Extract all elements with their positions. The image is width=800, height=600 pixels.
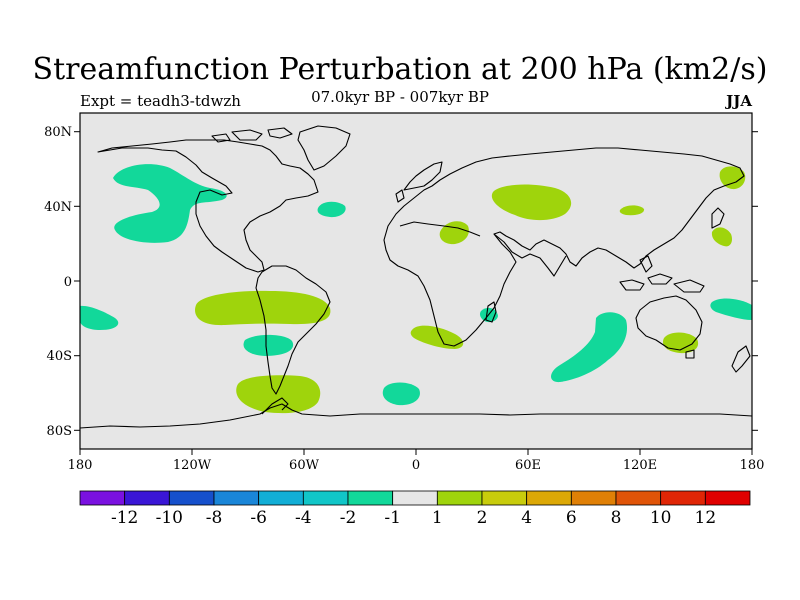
time-range-label: 07.0kyr BP - 007kyr BP [311,88,489,106]
colorbar-swatch [302,490,349,506]
colorbar-swatch [213,490,260,506]
region-neg-north-pacific [113,164,227,243]
colorbar-swatch [570,490,617,506]
coast-south-america [255,265,331,395]
coastlines [80,125,752,429]
x-tick-label: 120E [623,458,657,473]
colorbar-label: 4 [521,508,532,528]
colorbar-swatch [392,490,438,506]
x-tick-label: 0 [412,458,420,473]
region-neg-south-pacific-west [80,305,119,330]
region-neg-north-atlantic [317,201,346,218]
coast-japan [711,207,725,229]
coast-north-america [97,139,319,273]
region-pos-kamchatka [719,166,746,190]
region-neg-south-atlantic [382,382,420,406]
coast-australia [635,295,703,359]
region-pos-south-pacific-east [236,375,321,414]
x-tick-labels: 180 120W 60W 0 60E 120E 180 [68,458,765,473]
region-pos-central-asia [491,184,572,221]
colorbar-swatch [526,490,572,506]
region-pos-japan-east [711,227,733,247]
colorbar-label: -1 [384,508,401,528]
season-label: JJA [726,92,752,110]
colorbar-swatch [79,490,126,506]
coast-mediterranean [399,221,481,237]
y-tick-label: 0 [64,275,72,290]
colorbar [79,490,751,506]
region-pos-east-asia [619,205,645,216]
y-tick-label: 80N [44,125,72,140]
x-tick-label: 120W [173,458,212,473]
region-pos-south-america [195,290,331,326]
colorbar-swatch [347,490,394,506]
coast-eurasia-africa [383,147,745,347]
x-tick-label: 180 [740,458,765,473]
colorbar-label: 10 [650,508,672,528]
coast-antarctic-peninsula [261,397,289,415]
region-pos-australia [662,332,699,354]
colorbar-swatch [704,490,751,506]
y-tick-labels: 80N 40N 0 40S 80S [44,125,72,439]
colorbar-label: -4 [295,508,312,528]
colorbar-label: -12 [111,508,138,528]
region-neg-indian-ocean [551,312,628,383]
coast-scandinavia [395,161,443,203]
colorbar-label: -8 [206,508,223,528]
colorbar-label: 2 [477,508,488,528]
colorbar-swatch [660,490,706,506]
coast-arctic-islands [211,127,293,143]
experiment-label: Expt = teadh3-tdwzh [80,92,241,110]
colorbar-swatch [168,490,215,506]
colorbar-label: -6 [250,508,267,528]
region-neg-west-pacific [710,298,752,320]
y-tick-label: 40S [47,349,72,364]
x-tick-label: 60W [289,458,320,473]
chart-title: Streamfunction Perturbation at 200 hPa (… [32,52,768,87]
colorbar-swatch [124,490,170,506]
region-pos-south-africa [410,325,464,349]
coast-madagascar [485,301,497,323]
colorbar-swatch [615,490,662,506]
colorbar-swatch [481,490,528,506]
colorbar-label: 6 [566,508,577,528]
colorbar-label: 8 [611,508,622,528]
coast-new-zealand [731,345,751,373]
x-tick-marks [79,449,753,455]
coast-indonesia [619,255,705,293]
y-tick-marks [74,131,758,431]
y-tick-label: 80S [47,424,72,439]
colorbar-swatch [436,490,483,506]
colorbar-labels: -12 -10 -8 -6 -4 -2 -1 1 2 4 6 8 10 12 [111,508,716,528]
colorbar-label: 1 [432,508,443,528]
x-tick-label: 60E [515,458,541,473]
region-neg-south-america-west [243,334,294,356]
colorbar-swatch [258,490,304,506]
coast-greenland [297,125,351,171]
colorbar-label: -2 [340,508,357,528]
coast-arabia-india [493,233,567,277]
x-tick-label: 180 [68,458,93,473]
colorbar-label: 12 [695,508,717,528]
y-tick-label: 40N [44,200,72,215]
coast-antarctica [80,403,752,429]
colorbar-label: -10 [156,508,183,528]
